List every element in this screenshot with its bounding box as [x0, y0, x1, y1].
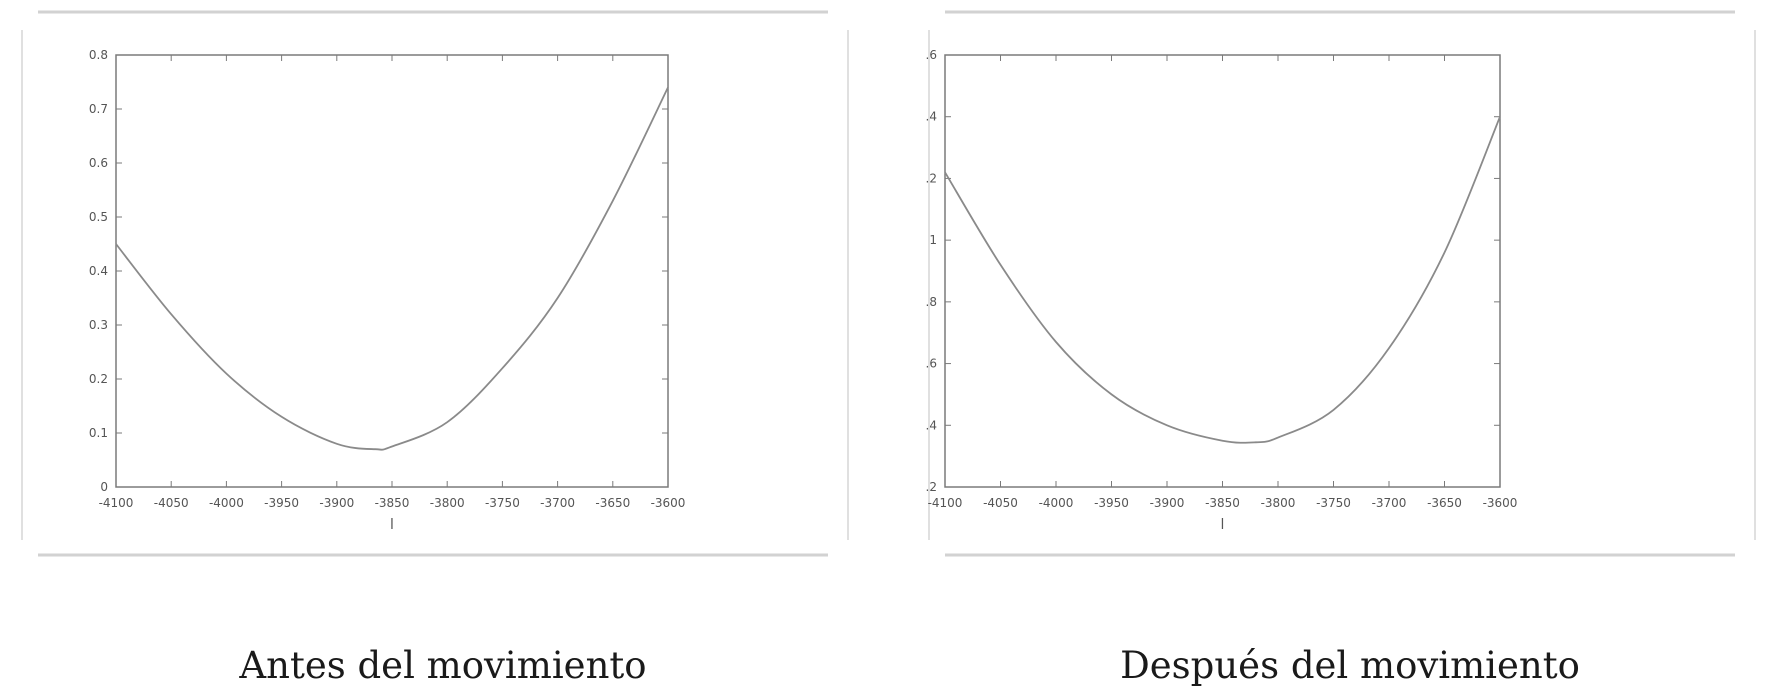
right-chart-x-tick-label: -4100	[928, 496, 963, 510]
left-chart-y-tick-label: 0.1	[89, 426, 108, 440]
left-chart-y-tick-label: 0.4	[89, 264, 108, 278]
left-chart-x-tick-label: -3650	[595, 496, 630, 510]
left-chart-y-tick-label: 0.8	[89, 48, 108, 62]
left-chart-x-tick-label: -4000	[209, 496, 244, 510]
right-chart-x-axis-label: l	[1221, 517, 1225, 533]
right-chart-x-tick-label: -3950	[1094, 496, 1129, 510]
right-chart-y-tick-label: 0.8	[925, 295, 937, 309]
right-chart-plot-area	[944, 54, 1501, 488]
left-chart-x-tick-label: -3700	[540, 496, 575, 510]
left-chart-y-tick-label: 0	[100, 480, 108, 494]
left-chart-plot-area	[115, 54, 669, 488]
left-chart-y-tick-label: 0.6	[89, 156, 108, 170]
caption-left: Antes del movimiento	[239, 644, 647, 687]
right-chart-y-tick-label: 0.2	[925, 480, 937, 494]
left-chart-x-tick-label: -4100	[99, 496, 134, 510]
right-chart-x-tick-label: -3700	[1372, 496, 1407, 510]
right-chart-y-tick-label: 0.6	[925, 357, 937, 371]
left-chart-x-tick-label: -3900	[319, 496, 354, 510]
left-chart-y-tick-label: 0.7	[89, 102, 108, 116]
right-chart-x-tick-label: -3850	[1205, 496, 1240, 510]
right-chart-series-line-0	[944, 116, 1501, 444]
left-chart-y-tick-label: 0.3	[89, 318, 108, 332]
chart-frame-right: -4100 -4050 -4000 -3950 -3900 -3850 -3800 -3750…	[925, 0, 1770, 600]
right-chart-y-tick-label: 0.4	[925, 418, 937, 432]
left-chart-x-tick-label: -3750	[485, 496, 520, 510]
right-chart-y-tick-label: 1.2	[925, 171, 937, 185]
left-chart-x-axis-label: l	[390, 517, 394, 533]
chart-frame-left: -4100 -4050 -4000 -3950 -3900 -3850 -3800 -3750…	[18, 0, 868, 600]
right-chart-y-tick-label: 1	[929, 233, 937, 247]
right-chart-x-tick-label: -4050	[983, 496, 1018, 510]
right-chart-x-tick-label: -3800	[1261, 496, 1296, 510]
caption-right: Después del movimiento	[1120, 644, 1580, 687]
left-chart-x-tick-label: -3950	[264, 496, 299, 510]
chart-svg-right: -4100 -4050 -4000 -3950 -3900 -3850 -3800 -3750…	[925, 10, 1756, 557]
right-chart-y-tick-label: 1.6	[925, 48, 937, 62]
left-chart-y-tick-label: 0.5	[89, 210, 108, 224]
chart-panel-left: -4100 -4050 -4000 -3950 -3900 -3850 -3800 -3750…	[18, 0, 868, 697]
left-chart-x-tick-label: -4050	[154, 496, 189, 510]
chart-svg-left: -4100 -4050 -4000 -3950 -3900 -3850 -3800 -3750…	[21, 10, 849, 557]
left-chart-x-tick-label: -3800	[430, 496, 465, 510]
right-chart-x-tick-label: -3900	[1150, 496, 1185, 510]
left-chart-series-line-0	[115, 87, 669, 451]
right-chart-x-tick-label: -3650	[1427, 496, 1462, 510]
left-chart-y-tick-label: 0.2	[89, 372, 108, 386]
right-chart-y-tick-label: 1.4	[925, 110, 937, 124]
left-chart-x-tick-label: -3850	[375, 496, 410, 510]
right-chart-x-tick-label: -4000	[1039, 496, 1074, 510]
right-chart-x-tick-label: -3750	[1316, 496, 1351, 510]
left-chart-x-tick-label: -3600	[651, 496, 686, 510]
right-chart-x-tick-label: -3600	[1483, 496, 1518, 510]
chart-panel-right: -4100 -4050 -4000 -3950 -3900 -3850 -3800 -3750…	[925, 0, 1770, 697]
